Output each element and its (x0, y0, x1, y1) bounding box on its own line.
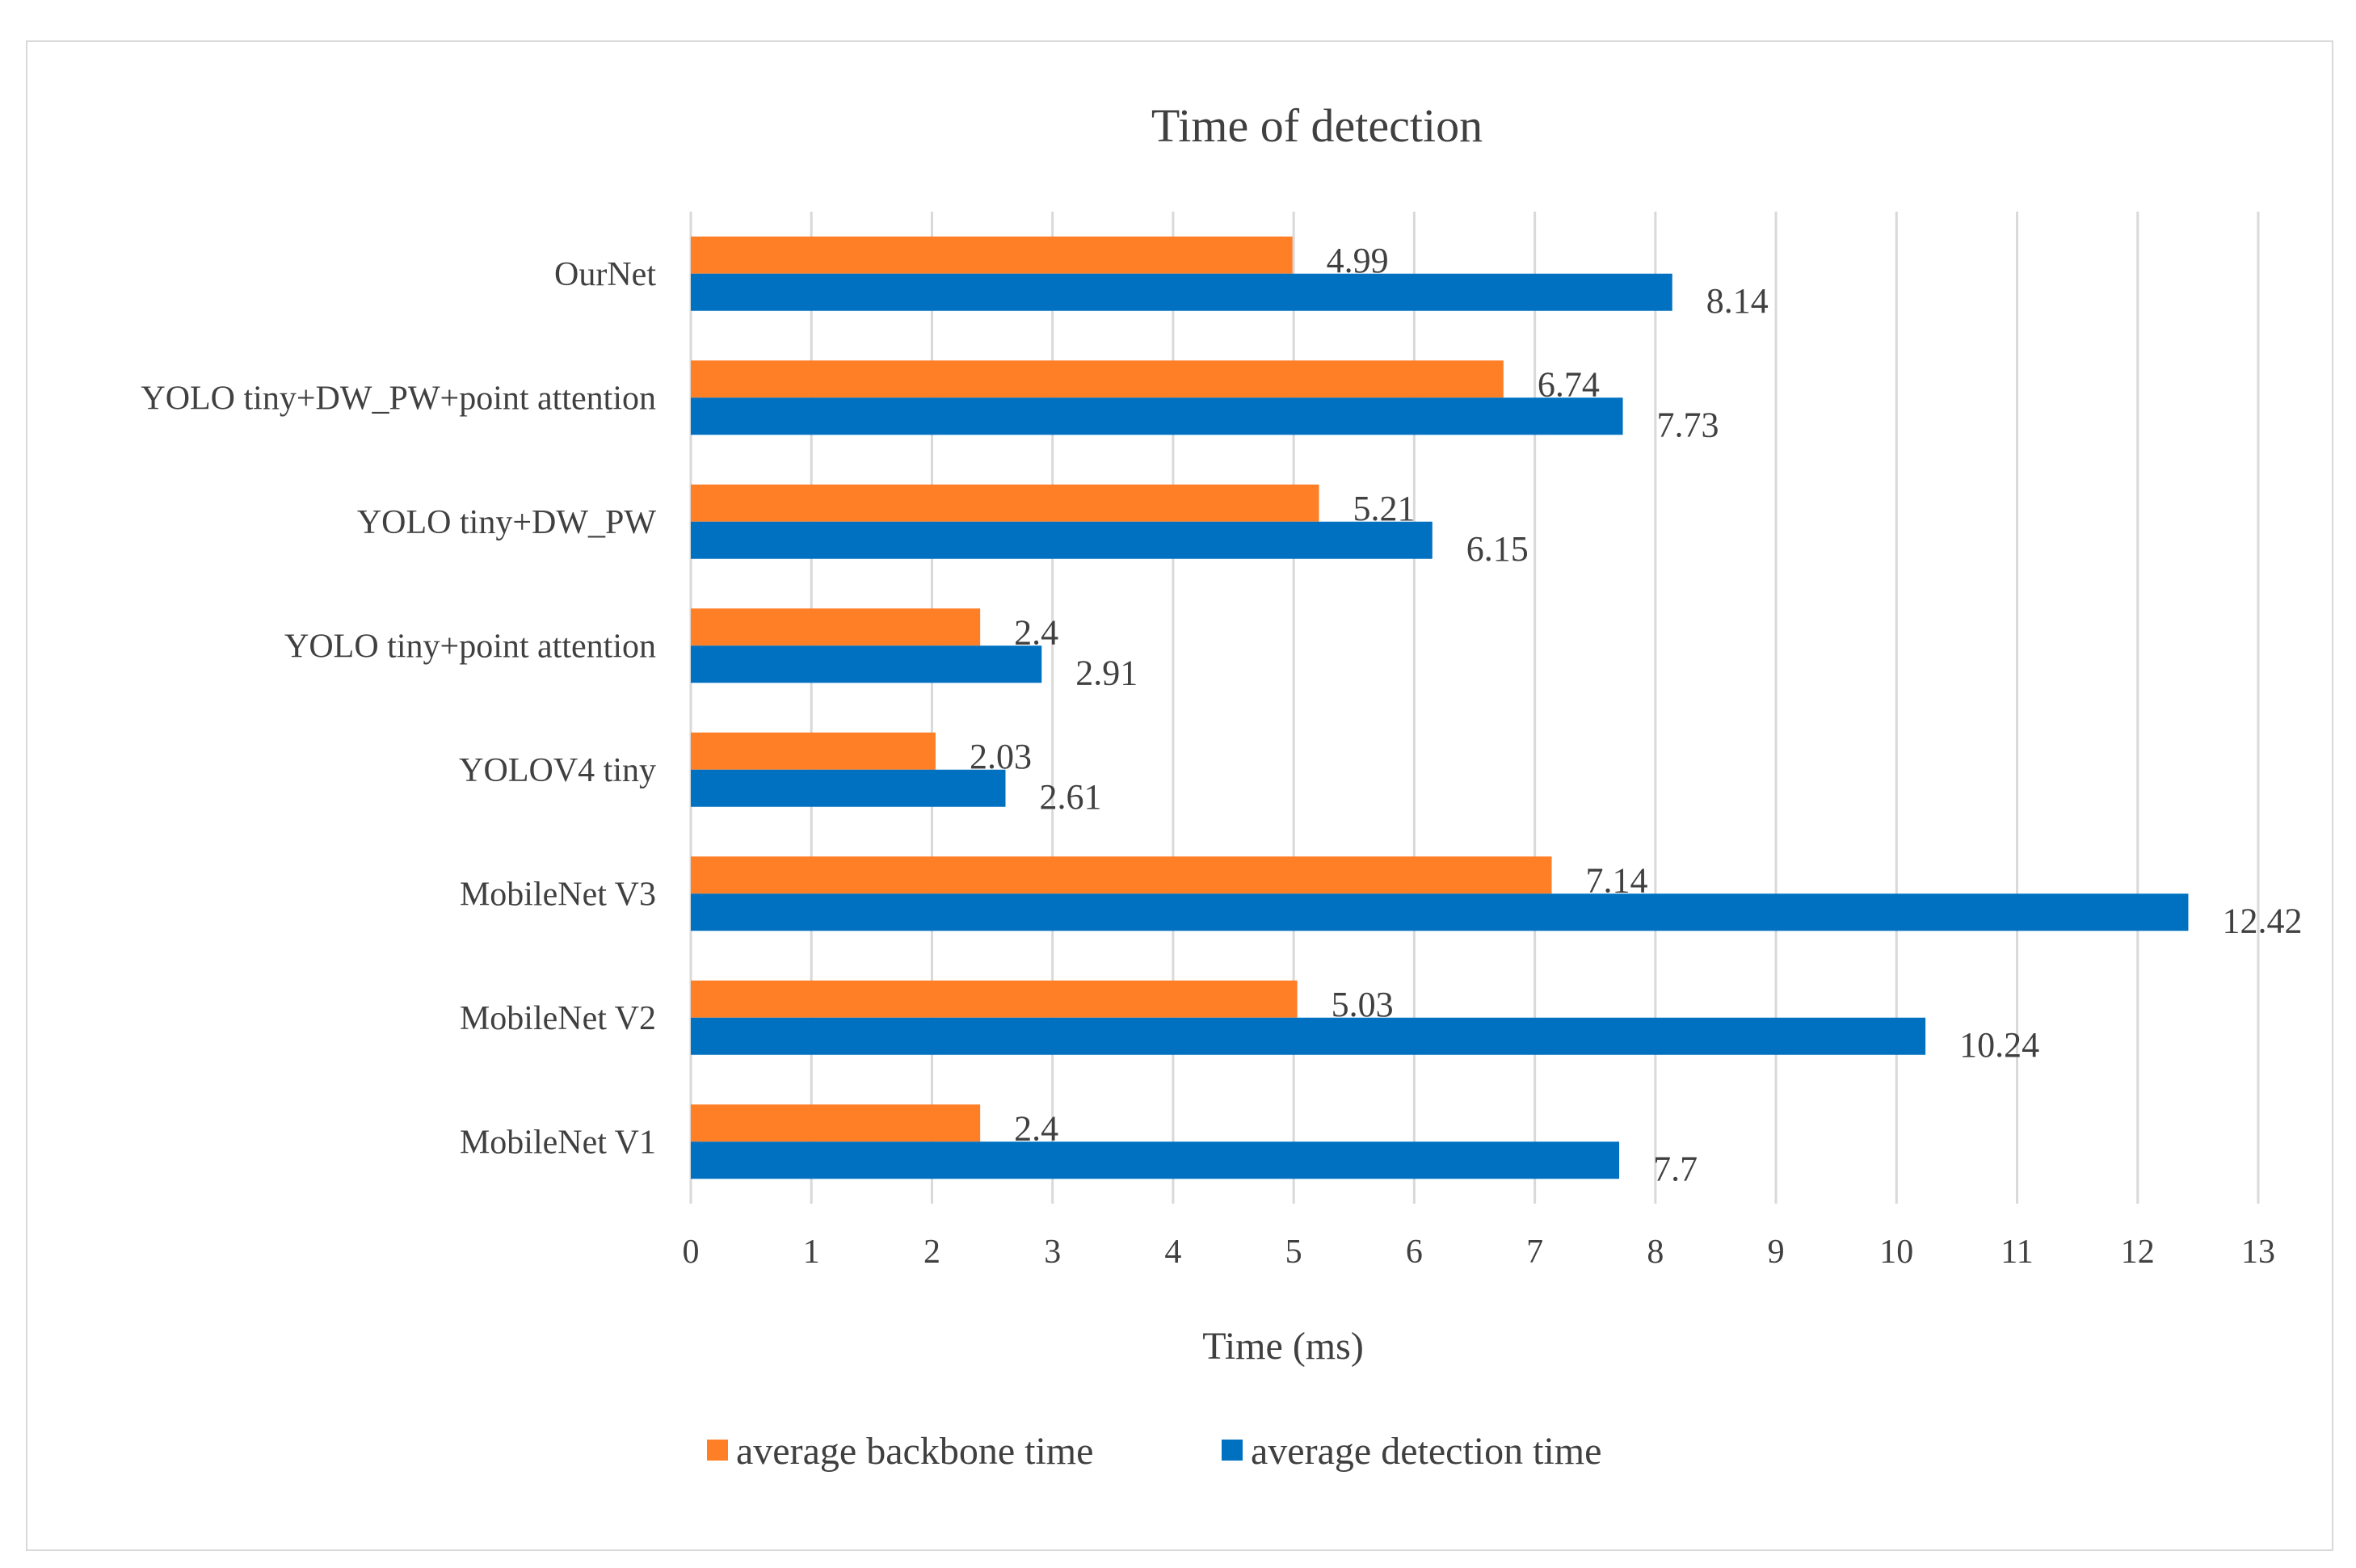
data-label-average-detection-time-mobilenet-v3: 12.42 (2222, 901, 2302, 940)
chart-title: Time of detection (1151, 99, 1483, 152)
data-label-average-backbone-time-yolov4-tiny: 2.03 (970, 737, 1032, 776)
bar-average-backbone-time-mobilenet-v3 (691, 856, 1552, 894)
x-axis-tick-labels: 0 1 2 3 4 5 6 7 8 9 10 11 12 13 (683, 1234, 2276, 1271)
bar-average-detection-time-yolo-tiny-dw-pw-point-attention (691, 397, 1623, 435)
data-label-average-detection-time-mobilenet-v2: 10.24 (1959, 1025, 2039, 1065)
legend: average backbone time average detection t… (707, 1430, 1601, 1473)
data-label-average-detection-time-yolo-tiny-dw-pw: 6.15 (1466, 529, 1529, 569)
x-tick-label-4: 4 (1164, 1234, 1181, 1271)
data-labels: 4.99 8.14 6.74 7.73 5.21 6.15 2.4 2.91 2.032.61 7… (970, 241, 2303, 1189)
x-tick-label-10: 10 (1879, 1234, 1913, 1271)
data-label-average-backbone-time-mobilenet-v2: 5.03 (1332, 985, 1394, 1024)
bar-average-detection-time-ournet (691, 273, 1672, 311)
x-tick-label-5: 5 (1285, 1234, 1302, 1271)
bar-average-detection-time-mobilenet-v1 (691, 1141, 1620, 1179)
bar-average-detection-time-yolov4-tiny (691, 769, 1006, 807)
bar-average-detection-time-mobilenet-v2 (691, 1017, 1926, 1055)
x-tick-label-3: 3 (1044, 1234, 1061, 1271)
bar-average-detection-time-mobilenet-v3 (691, 893, 2189, 931)
category-label-mobilenet-v3: MobileNet V3 (460, 876, 656, 913)
bar-average-backbone-time-yolo-tiny-dw-pw (691, 484, 1319, 522)
x-axis-title: Time (ms) (1202, 1325, 1364, 1368)
data-label-average-detection-time-yolo-tiny-point-attention: 2.91 (1075, 653, 1138, 692)
legend-label-average-backbone-time: average backbone time (736, 1430, 1093, 1473)
data-label-average-backbone-time-yolo-tiny-dw-pw: 5.21 (1353, 489, 1415, 528)
category-label-mobilenet-v2: MobileNet V2 (460, 1000, 656, 1037)
bar-average-backbone-time-mobilenet-v2 (691, 980, 1298, 1018)
data-label-average-backbone-time-mobilenet-v1: 2.4 (1014, 1108, 1058, 1148)
x-tick-label-9: 9 (1768, 1234, 1785, 1271)
bar-average-backbone-time-yolo-tiny-dw-pw-point-attention (691, 360, 1504, 398)
legend-swatch-average-detection-time (1222, 1440, 1243, 1461)
legend-label-average-detection-time: average detection time (1251, 1430, 1601, 1473)
data-label-average-backbone-time-yolo-tiny-point-attention: 2.4 (1014, 612, 1058, 652)
x-tick-label-1: 1 (803, 1234, 820, 1271)
bars (691, 236, 2189, 1179)
bar-average-backbone-time-mobilenet-v1 (691, 1104, 981, 1142)
data-label-average-detection-time-yolov4-tiny: 2.61 (1039, 777, 1101, 817)
x-tick-label-6: 6 (1406, 1234, 1423, 1271)
bar-average-backbone-time-yolov4-tiny (691, 732, 936, 770)
x-tick-label-0: 0 (683, 1234, 700, 1271)
bar-average-detection-time-yolo-tiny-dw-pw (691, 521, 1433, 559)
category-label-ournet: OurNet (554, 256, 656, 293)
data-label-average-detection-time-yolo-tiny-dw-pw-point-attention: 7.73 (1657, 405, 1719, 444)
x-tick-label-11: 11 (2000, 1234, 2033, 1271)
category-label-mobilenet-v1: MobileNet V1 (460, 1124, 656, 1161)
category-label-yolov4-tiny: YOLOV4 tiny (459, 752, 656, 789)
data-label-average-backbone-time-mobilenet-v3: 7.14 (1586, 860, 1648, 900)
x-tick-label-7: 7 (1526, 1234, 1543, 1271)
data-label-average-backbone-time-yolo-tiny-dw-pw-point-attention: 6.74 (1538, 364, 1600, 404)
category-label-yolo-tiny-point-attention: YOLO tiny+point attention (284, 628, 656, 665)
data-label-average-detection-time-mobilenet-v1: 7.7 (1653, 1149, 1698, 1188)
x-tick-label-12: 12 (2121, 1234, 2155, 1271)
data-label-average-backbone-time-ournet: 4.99 (1327, 241, 1389, 280)
legend-swatch-average-backbone-time (707, 1440, 728, 1461)
bar-average-backbone-time-yolo-tiny-point-attention (691, 608, 981, 646)
x-tick-label-8: 8 (1647, 1234, 1664, 1271)
category-label-yolo-tiny-dw-pw-point-attention: YOLO tiny+DW_PW+point attention (141, 380, 656, 417)
x-tick-label-2: 2 (923, 1234, 940, 1271)
x-tick-label-13: 13 (2241, 1234, 2275, 1271)
bar-average-backbone-time-ournet (691, 236, 1293, 274)
data-label-average-detection-time-ournet: 8.14 (1706, 281, 1769, 321)
bar-average-detection-time-yolo-tiny-point-attention (691, 645, 1042, 683)
category-label-yolo-tiny-dw-pw: YOLO tiny+DW_PW (357, 504, 657, 541)
category-labels: OurNet YOLO tiny+DW_PW+point attention YOL… (141, 256, 656, 1162)
